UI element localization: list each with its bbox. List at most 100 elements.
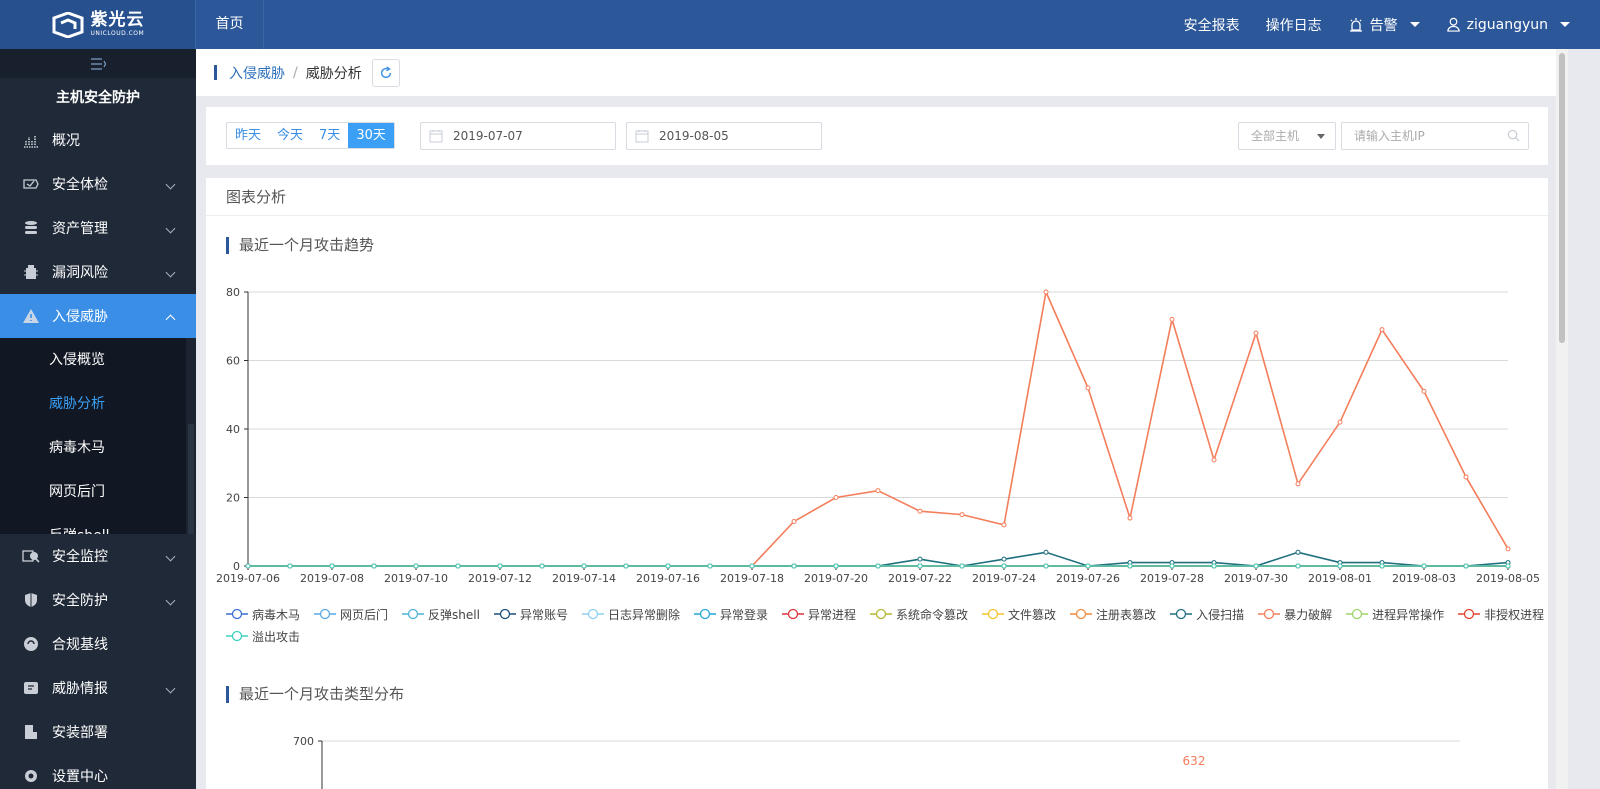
- legend-item[interactable]: 非授权进程: [1458, 606, 1544, 622]
- sidebar-subitem-webshell[interactable]: 网页后门: [49, 484, 105, 500]
- sidebar-subitem-virus-trojan[interactable]: 病毒木马: [49, 440, 105, 456]
- user-menu[interactable]: ziguangyun: [1446, 17, 1570, 33]
- sidebar-item-intrusion-threat[interactable]: 入侵威胁: [0, 294, 196, 338]
- sidebar-item-compliance-baseline[interactable]: 合规基线: [0, 622, 196, 666]
- nav-operation-log-label: 操作日志: [1265, 17, 1322, 34]
- x-tick-label: 2019-07-22: [888, 572, 952, 585]
- x-tick-label: 2019-08-01: [1308, 572, 1372, 585]
- legend-item[interactable]: 进程异常操作: [1346, 606, 1444, 622]
- data-point: [707, 563, 713, 569]
- legend-label: 系统命令篡改: [896, 607, 969, 622]
- sidebar-item-label: 威胁情报: [52, 681, 108, 697]
- legend-item[interactable]: 溢出攻击: [226, 628, 300, 644]
- brand-name: 紫光云: [90, 10, 145, 30]
- sidebar-item-asset-management[interactable]: 资产管理: [0, 206, 196, 250]
- brand-logo[interactable]: 紫光云 UNICLOUD.COM: [0, 0, 196, 49]
- legend-item[interactable]: 异常账号: [493, 606, 568, 622]
- nav-operation-log[interactable]: 操作日志: [1266, 15, 1322, 35]
- legend-marker-icon: [314, 608, 337, 620]
- data-point: [1505, 563, 1511, 569]
- legend-item[interactable]: 注册表篡改: [1070, 606, 1156, 622]
- range-30d-button[interactable]: 30天: [348, 123, 394, 148]
- search-icon[interactable]: [1507, 129, 1520, 142]
- sidebar-subitem-intrusion-overview[interactable]: 入侵概览: [49, 352, 105, 368]
- check-icon: [22, 175, 40, 193]
- attack-type-distribution-chart[interactable]: 700 632: [206, 726, 1548, 789]
- legend-item[interactable]: 反弹shell: [402, 606, 480, 622]
- legend-item[interactable]: 异常登录: [693, 606, 768, 622]
- chevron-up-icon: [165, 314, 176, 325]
- data-point: [1421, 388, 1427, 394]
- data-point: [1463, 563, 1469, 569]
- submenu-scrollbar-thumb[interactable]: [188, 424, 194, 534]
- data-point: [1085, 385, 1091, 391]
- end-date-input[interactable]: 2019-08-05: [626, 122, 822, 150]
- host-ip-search-input[interactable]: 请输入主机IP: [1341, 122, 1529, 150]
- attack-type-distribution-title: 最近一个月攻击类型分布: [226, 686, 404, 703]
- start-date-value: 2019-07-07: [453, 129, 523, 143]
- breadcrumb-marker: [214, 65, 217, 80]
- chevron-down-icon: [1409, 22, 1420, 27]
- page-scrollbar[interactable]: [1556, 49, 1568, 789]
- x-tick-label: 2019-07-16: [636, 572, 700, 585]
- chevron-down-icon: [165, 223, 176, 234]
- sidebar-subitem-reverse-shell[interactable]: 反弹shell: [0, 514, 186, 534]
- legend-marker-icon: [782, 608, 804, 620]
- range-today-button[interactable]: 今天: [277, 128, 304, 143]
- sidebar-item-security-check[interactable]: 安全体检: [0, 162, 196, 206]
- sidebar-collapse-toggle[interactable]: [0, 49, 196, 78]
- nav-security-report[interactable]: 安全报表: [1184, 15, 1240, 35]
- sidebar-item-settings[interactable]: 设置中心: [0, 754, 196, 789]
- legend-item[interactable]: 文件篡改: [982, 606, 1056, 622]
- page-scrollbar-thumb[interactable]: [1559, 53, 1565, 343]
- sidebar-item-install-deploy[interactable]: 安装部署: [0, 710, 196, 754]
- refresh-button[interactable]: [371, 58, 400, 87]
- user-name: ziguangyun: [1466, 16, 1548, 33]
- sidebar-item-threat-intel[interactable]: 威胁情报: [0, 666, 196, 710]
- data-point: [1127, 563, 1133, 569]
- legend-item[interactable]: 病毒木马: [226, 606, 300, 622]
- data-point: [875, 488, 881, 494]
- data-point: [1295, 563, 1301, 569]
- legend-item[interactable]: 异常进程: [782, 606, 856, 622]
- sidebar-item-label: 入侵威胁: [52, 309, 108, 325]
- data-point: [1127, 515, 1133, 521]
- sidebar-item-label: 安全防护: [52, 593, 108, 609]
- sidebar-item-label: 漏洞风险: [52, 265, 108, 281]
- legend-item[interactable]: 暴力破解: [1258, 606, 1332, 622]
- sidebar-subitem-threat-analysis[interactable]: 威胁分析: [49, 396, 105, 412]
- main-content: 入侵威胁 / 威胁分析 昨天 今天 7天 30天 2019-07-07 2019…: [196, 49, 1556, 789]
- sidebar-item-label: 安全监控: [52, 549, 108, 565]
- legend-marker-icon: [493, 608, 516, 620]
- legend-marker-icon: [870, 608, 893, 620]
- legend-marker-icon: [226, 608, 248, 620]
- breadcrumb-parent[interactable]: 入侵威胁: [229, 65, 285, 82]
- nav-alarm[interactable]: 告警: [1348, 15, 1420, 35]
- start-date-input[interactable]: 2019-07-07: [420, 122, 616, 150]
- legend-item[interactable]: 系统命令篡改: [870, 606, 968, 622]
- data-point: [1043, 563, 1049, 569]
- host-select[interactable]: 全部主机: [1238, 122, 1336, 150]
- data-point: [791, 518, 797, 524]
- data-point: [917, 556, 923, 562]
- legend-marker-icon: [402, 608, 425, 620]
- sidebar-item-vulnerability[interactable]: 漏洞风险: [0, 250, 196, 294]
- range-yesterday-button[interactable]: 昨天: [235, 128, 262, 143]
- user-icon: [1446, 17, 1460, 32]
- legend-marker-icon: [581, 608, 604, 620]
- legend-item[interactable]: 网页后门: [314, 606, 388, 622]
- range-7d-button[interactable]: 7天: [319, 128, 341, 143]
- legend-item[interactable]: 入侵扫描: [1170, 606, 1244, 622]
- legend-item[interactable]: 日志异常删除: [581, 606, 680, 622]
- data-point: [875, 563, 881, 569]
- nav-home[interactable]: 首页: [196, 0, 264, 49]
- submenu-scrollbar[interactable]: [186, 338, 196, 534]
- data-point: [917, 508, 923, 514]
- sidebar-item-security-monitor[interactable]: 安全监控: [0, 534, 196, 578]
- chart-analysis-panel: 图表分析 最近一个月攻击趋势 0 20 40 60 80 2019-07-06 2019-0…: [206, 178, 1548, 789]
- attack-trend-chart[interactable]: 0 20 40 60 80 2019-07-06 2019-07-08 2019-07-10 2…: [206, 274, 1548, 608]
- sidebar-item-overview[interactable]: 概况: [0, 118, 196, 162]
- attack-trend-title: 最近一个月攻击趋势: [226, 237, 374, 254]
- data-point: [329, 563, 335, 569]
- sidebar-item-security-protection[interactable]: 安全防护: [0, 578, 196, 622]
